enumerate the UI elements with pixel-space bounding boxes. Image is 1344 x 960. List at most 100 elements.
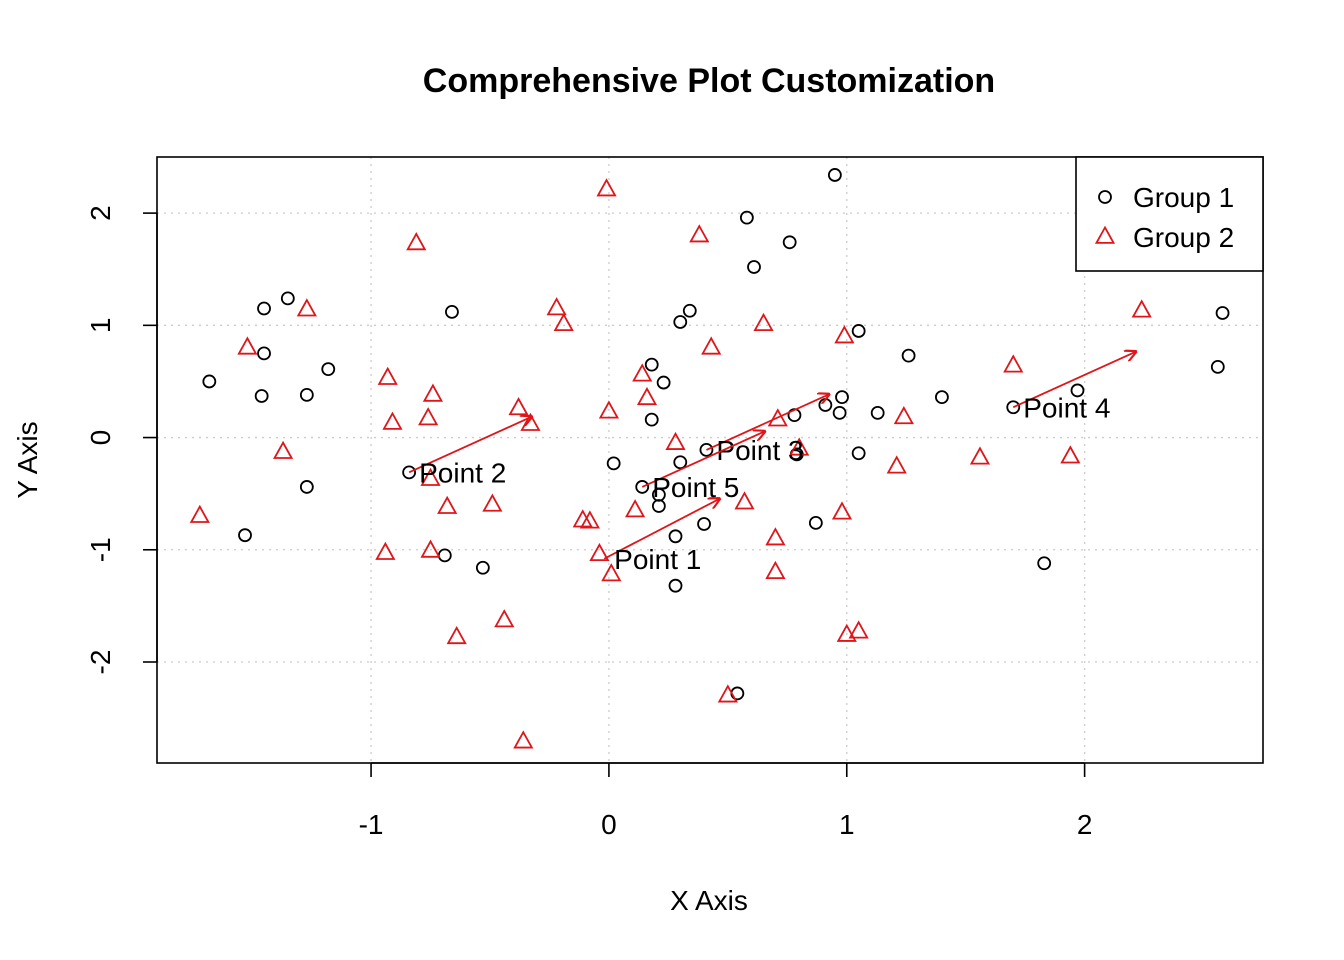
y-tick-label: 0 xyxy=(85,430,116,446)
group-1-point xyxy=(635,480,650,494)
group-1-point xyxy=(606,456,621,471)
legend-label: Group 2 xyxy=(1133,222,1234,253)
annotation-arrow xyxy=(408,416,533,474)
group-2-point xyxy=(296,298,317,317)
group-1-point xyxy=(730,686,745,701)
annotation-label: Point 5 xyxy=(652,472,739,503)
group-1-point xyxy=(238,528,252,543)
group-2-point xyxy=(848,620,869,639)
annotation-arrow xyxy=(641,431,766,488)
group-1-point xyxy=(851,446,866,461)
group-2-point xyxy=(831,501,853,520)
group-2-point xyxy=(969,446,991,465)
group-2-point xyxy=(701,336,722,355)
group-2-point xyxy=(420,539,441,558)
group-1-point xyxy=(668,529,683,544)
group-1-point xyxy=(935,390,949,405)
group-1-point xyxy=(651,499,666,513)
group-1-point xyxy=(257,346,271,361)
group-1-point xyxy=(656,375,671,390)
annotation-label: Point 2 xyxy=(419,457,506,488)
annotation-arrow xyxy=(706,394,830,451)
annotation-arrow xyxy=(1012,351,1137,409)
group-1-point xyxy=(254,389,269,403)
group-1-point xyxy=(699,442,714,457)
group-1-point xyxy=(739,210,754,225)
group-1-point xyxy=(818,398,833,412)
x-tick-label: 0 xyxy=(601,809,617,840)
group-1-point xyxy=(299,480,314,494)
group-1-point xyxy=(321,362,336,377)
group-2-point xyxy=(237,336,258,355)
group-1-point xyxy=(782,235,797,250)
group-1-point xyxy=(682,303,697,318)
x-tick-label: -1 xyxy=(359,809,384,840)
group-2-point xyxy=(598,400,619,419)
group-2-point xyxy=(886,455,907,474)
group-2-point xyxy=(632,363,653,382)
group-1-point xyxy=(402,465,417,480)
group-1-point xyxy=(673,455,688,470)
group-1-point xyxy=(1210,359,1225,374)
annotation-arrow xyxy=(603,498,721,560)
group-1-point xyxy=(280,291,295,306)
annotations: Point 1 Point 2 Point 3 Point 4 Point 5 xyxy=(408,351,1137,575)
group-1-point xyxy=(835,390,849,405)
group-1-point xyxy=(257,301,271,316)
group-2-point xyxy=(513,730,534,749)
group-2-point xyxy=(636,386,658,406)
group-1-point xyxy=(437,548,452,563)
group-1-point xyxy=(445,304,459,319)
group-1-point xyxy=(808,515,823,530)
group-2-point xyxy=(665,431,686,450)
group-1-point xyxy=(475,560,490,575)
x-tick-label: 1 xyxy=(839,809,855,840)
group-2-point xyxy=(1060,445,1081,464)
axes: -1 0 1 2 -2 -1 0 1 2 xyxy=(85,205,1092,840)
group-1-point xyxy=(299,388,314,402)
group-2-point xyxy=(579,510,600,529)
annotation-label: Point 4 xyxy=(1023,392,1110,423)
legend-circle-icon xyxy=(1098,190,1112,204)
group-2-point xyxy=(589,542,610,562)
x-tick-label: 2 xyxy=(1077,809,1093,840)
group-2-point xyxy=(422,383,443,402)
group-2-point xyxy=(375,541,396,560)
annotation-label: Point 1 xyxy=(614,544,701,575)
annotation-label: Point 3 xyxy=(716,435,803,466)
group-2-point xyxy=(765,527,786,546)
group-2-point xyxy=(836,623,857,642)
group-1-point xyxy=(668,578,683,593)
group-2-point xyxy=(734,491,755,510)
y-tick-label: 2 xyxy=(85,205,116,221)
group-1-point xyxy=(870,405,885,420)
y-tick-label: -2 xyxy=(85,650,116,675)
group-1-point xyxy=(851,324,866,338)
legend-label: Group 1 xyxy=(1133,182,1234,213)
group-2-point xyxy=(446,625,467,645)
group-1-point xyxy=(1070,383,1085,398)
group-2-point xyxy=(596,178,617,197)
group-2-point xyxy=(767,408,788,427)
group-1-point xyxy=(827,168,842,182)
group-2-point xyxy=(508,397,529,416)
group-1-point xyxy=(832,405,847,420)
group-1-point xyxy=(673,315,688,329)
group-1-point xyxy=(1215,306,1230,320)
group-1-point xyxy=(644,357,659,372)
group-2-point xyxy=(546,297,567,316)
group-2-point xyxy=(494,609,515,628)
legend-triangle-icon xyxy=(1094,225,1116,244)
x-axis-label: X Axis xyxy=(670,885,748,916)
group-2-point xyxy=(437,495,458,514)
group-2-point xyxy=(420,467,441,486)
group-2-point xyxy=(601,563,622,582)
group-1-point xyxy=(1037,556,1052,571)
group-2-point xyxy=(1131,299,1152,318)
group-2-point xyxy=(482,493,503,512)
data-points xyxy=(189,168,1230,749)
group-1-point xyxy=(644,412,659,427)
group-1-point xyxy=(202,374,217,389)
chart-title: Comprehensive Plot Customization xyxy=(423,62,995,100)
